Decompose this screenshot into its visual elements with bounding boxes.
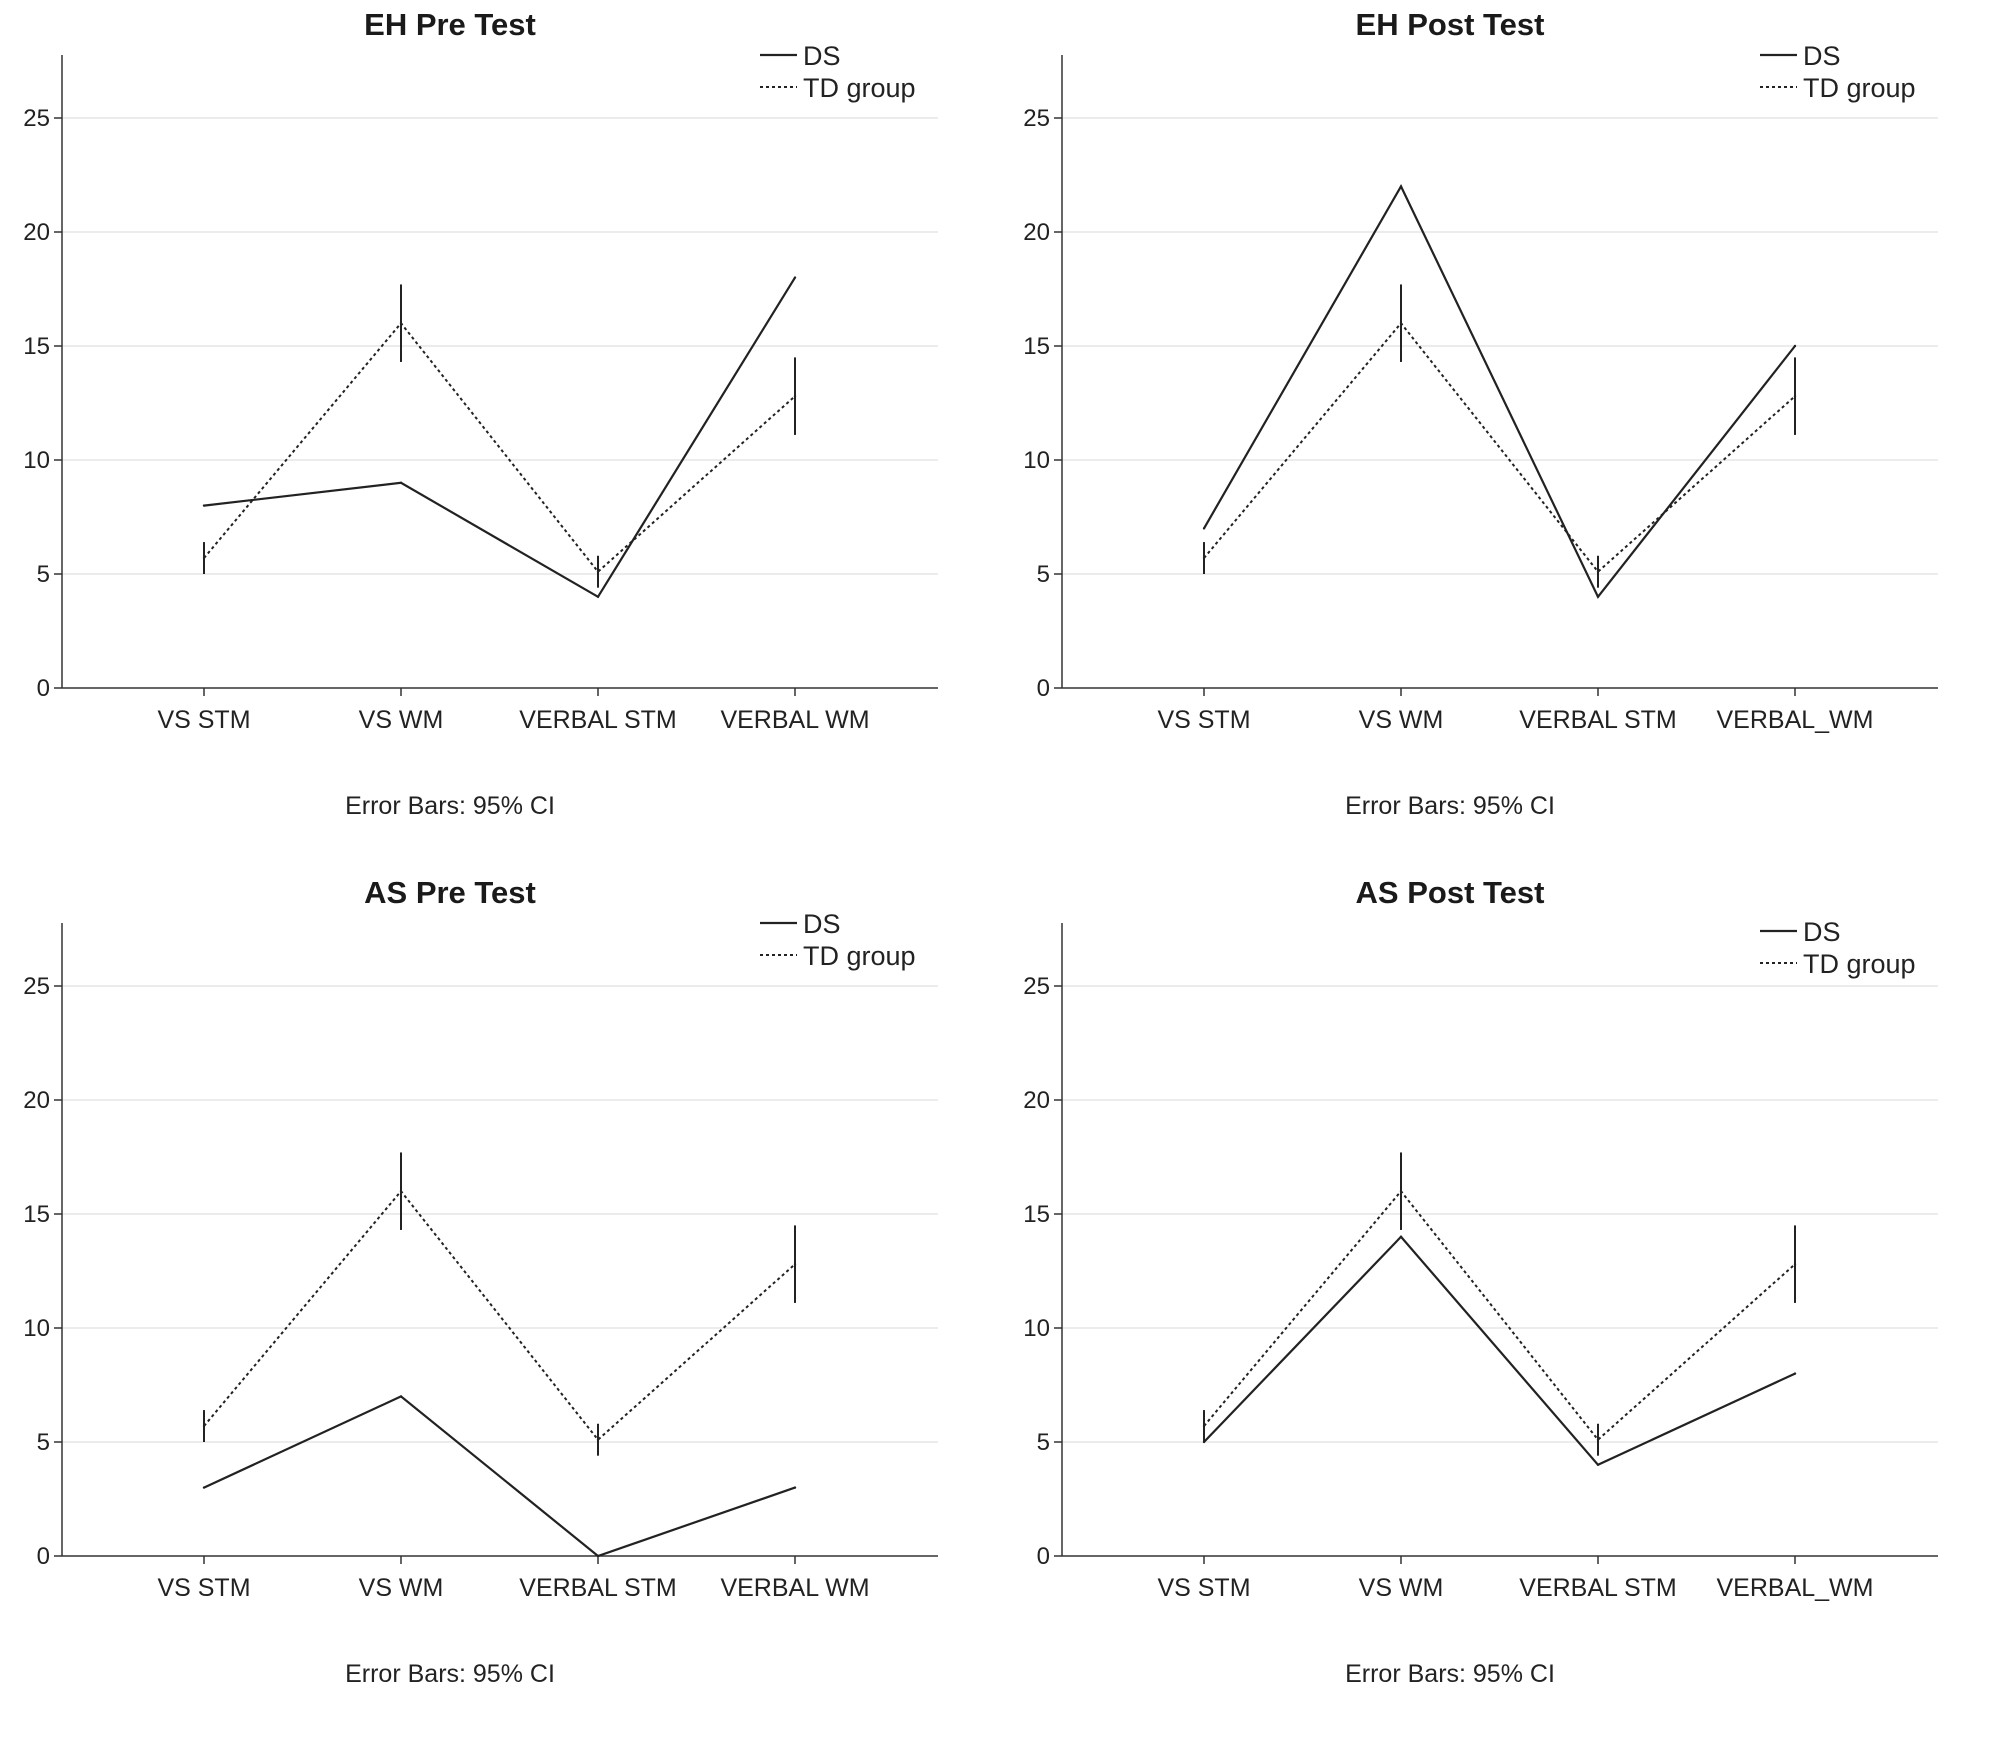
y-tick-label: 25 <box>1023 105 1050 132</box>
x-tick-label: VERBAL WM <box>720 706 869 734</box>
x-tick-label: VERBAL WM <box>720 1574 869 1602</box>
data-point-ds <box>793 1486 797 1489</box>
y-tick-label: 20 <box>1023 1087 1050 1114</box>
data-point-ds <box>596 595 600 598</box>
y-tick-label: 5 <box>1037 561 1050 588</box>
y-tick-label: 10 <box>1023 1315 1050 1342</box>
chart-panel-eh-post-test: EH Post Test 0 5 10 15 20 25 VS STM VS WM VERBAL … <box>1000 0 2000 868</box>
y-tick-label: 0 <box>37 1543 50 1570</box>
data-point-ds <box>202 504 206 507</box>
x-tick-label: VERBAL_WM <box>1717 1574 1874 1602</box>
data-point-ds <box>1793 1372 1797 1375</box>
chart-svg: EH Post Test 0 5 10 15 20 25 VS STM VS WM VERBAL … <box>1023 7 1938 820</box>
error-bars-footnote: Error Bars: 95% CI <box>1345 792 1555 820</box>
chart-svg: AS Pre Test 0 5 10 15 20 25 VS STM VS WM VERBAL S… <box>23 875 938 1688</box>
x-tick-label: VS WM <box>359 706 444 734</box>
y-tick-label: 0 <box>1037 675 1050 702</box>
y-tick-label: 20 <box>23 1087 50 1114</box>
y-tick-label: 0 <box>37 675 50 702</box>
data-point-ds <box>1596 595 1600 598</box>
data-point-ds <box>202 1486 206 1489</box>
series-line-td-group <box>203 1189 796 1442</box>
y-tick-label: 25 <box>23 105 50 132</box>
y-tick-label: 15 <box>23 1201 50 1228</box>
y-tick-label: 0 <box>1037 1543 1050 1570</box>
series-line-td-group <box>203 321 796 574</box>
chart-title: AS Post Test <box>1356 875 1545 910</box>
series-line-ds <box>1203 184 1796 599</box>
y-tick-label: 5 <box>37 561 50 588</box>
error-bars-footnote: Error Bars: 95% CI <box>1345 1660 1555 1688</box>
x-tick-label: VERBAL_WM <box>1717 706 1874 734</box>
legend-label-ds: DS <box>803 909 841 939</box>
data-point-ds <box>1202 527 1206 530</box>
chart-title: EH Post Test <box>1356 7 1545 42</box>
chart-svg: AS Post Test 0 5 10 15 20 25 VS STM VS WM VERBAL … <box>1023 875 1938 1688</box>
y-tick-label: 15 <box>1023 333 1050 360</box>
chart-svg: EH Pre Test 0 5 10 15 20 25 VS STM VS WM VERBAL S… <box>23 7 938 820</box>
x-tick-label: VS STM <box>1157 1574 1250 1602</box>
series-line-td-group <box>1203 321 1796 574</box>
x-tick-label: VS WM <box>1359 706 1444 734</box>
x-tick-label: VERBAL STM <box>519 706 676 734</box>
series-line-ds <box>203 277 796 599</box>
x-tick-label: VS WM <box>1359 1574 1444 1602</box>
x-tick-label: VERBAL STM <box>1519 1574 1676 1602</box>
data-point-ds <box>1793 344 1797 348</box>
chart-panel-as-post-test: AS Post Test 0 5 10 15 20 25 VS STM VS WM VERBAL … <box>1000 868 2000 1736</box>
y-tick-label: 25 <box>1023 973 1050 1000</box>
x-tick-label: VS WM <box>359 1574 444 1602</box>
legend-label-ds: DS <box>1803 917 1841 947</box>
legend-label-td-group: TD group <box>1803 949 1916 979</box>
data-point-ds <box>1202 1440 1206 1444</box>
x-tick-label: VS STM <box>157 706 250 734</box>
y-tick-label: 5 <box>37 1429 50 1456</box>
data-point-ds <box>1596 1463 1600 1466</box>
error-bars-footnote: Error Bars: 95% CI <box>345 792 555 820</box>
legend-label-td-group: TD group <box>803 941 916 971</box>
x-tick-label: VS STM <box>157 1574 250 1602</box>
legend-label-td-group: TD group <box>803 73 916 103</box>
legend-label-td-group: TD group <box>1803 73 1916 103</box>
data-point-ds <box>1399 185 1403 188</box>
data-point-ds <box>399 1395 403 1398</box>
chart-panel-eh-pre-test: EH Pre Test 0 5 10 15 20 25 VS STM VS WM VERBAL S… <box>0 0 1000 868</box>
y-tick-label: 20 <box>1023 219 1050 246</box>
y-tick-label: 15 <box>1023 1201 1050 1228</box>
chart-title: EH Pre Test <box>364 7 536 42</box>
legend-label-ds: DS <box>1803 41 1841 71</box>
legend-label-ds: DS <box>803 41 841 71</box>
x-tick-label: VS STM <box>1157 706 1250 734</box>
series-line-td-group <box>1203 1189 1796 1442</box>
x-tick-label: VERBAL STM <box>519 1574 676 1602</box>
y-tick-label: 20 <box>23 219 50 246</box>
error-bars-footnote: Error Bars: 95% CI <box>345 1660 555 1688</box>
y-tick-label: 5 <box>1037 1429 1050 1456</box>
y-tick-label: 10 <box>23 447 50 474</box>
y-tick-label: 25 <box>23 973 50 1000</box>
y-tick-label: 10 <box>1023 447 1050 474</box>
x-tick-label: VERBAL STM <box>1519 706 1676 734</box>
data-point-ds <box>596 1554 600 1558</box>
y-tick-label: 10 <box>23 1315 50 1342</box>
series-line-ds <box>203 1395 796 1558</box>
chart-panel-as-pre-test: AS Pre Test 0 5 10 15 20 25 VS STM VS WM VERBAL S… <box>0 868 1000 1736</box>
data-point-ds <box>793 276 797 279</box>
data-point-ds <box>399 481 403 484</box>
series-line-ds <box>1203 1235 1796 1467</box>
y-tick-label: 15 <box>23 333 50 360</box>
data-point-ds <box>1399 1235 1403 1238</box>
chart-title: AS Pre Test <box>364 875 536 910</box>
